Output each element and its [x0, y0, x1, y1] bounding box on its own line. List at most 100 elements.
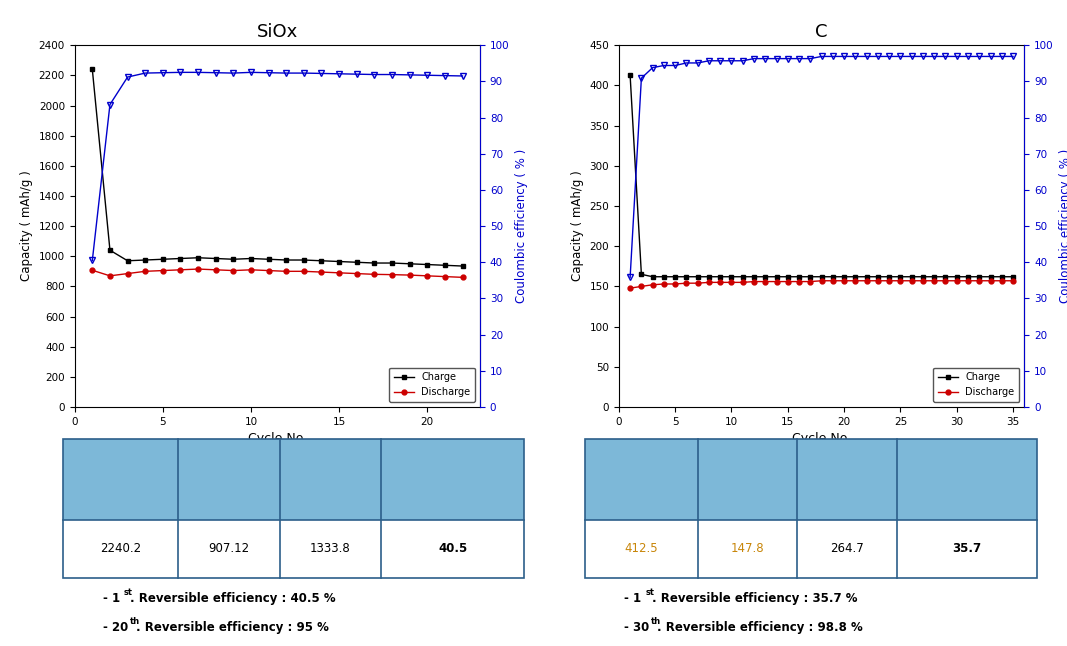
- Discharge: [939, 277, 952, 285]
- Legend: Charge, Discharge: Charge, Discharge: [934, 368, 1019, 402]
- Text: 907.12: 907.12: [208, 542, 250, 555]
- Charge: [996, 273, 1008, 280]
- Charge: [403, 260, 416, 267]
- Y-axis label: Capacity ( mAh/g ): Capacity ( mAh/g ): [20, 171, 33, 282]
- Line: Discharge: Discharge: [627, 278, 1016, 291]
- Charge: [192, 254, 205, 262]
- Charge: [647, 273, 659, 280]
- Charge: [420, 260, 433, 268]
- Discharge: [209, 266, 222, 274]
- Discharge: [917, 277, 929, 285]
- Text: 40.5: 40.5: [437, 542, 467, 555]
- Charge: [973, 273, 986, 280]
- Discharge: [984, 277, 997, 285]
- Charge: [939, 273, 952, 280]
- Text: 412.5: 412.5: [625, 542, 658, 555]
- Text: . Reversible efficiency : 98.8 %: . Reversible efficiency : 98.8 %: [657, 621, 863, 634]
- Charge: [1006, 273, 1019, 280]
- Charge: [624, 72, 637, 79]
- Discharge: [714, 278, 727, 286]
- Text: 264.7: 264.7: [830, 542, 864, 555]
- Charge: [680, 273, 692, 280]
- Charge: [838, 273, 850, 280]
- Text: . Reversible efficiency : 40.5 %: . Reversible efficiency : 40.5 %: [130, 592, 336, 605]
- Discharge: [849, 277, 862, 285]
- Charge: [770, 273, 783, 280]
- Discharge: [759, 278, 771, 286]
- Discharge: [736, 278, 749, 286]
- Text: st: st: [646, 588, 654, 596]
- Charge: [244, 255, 257, 262]
- Charge: [984, 273, 997, 280]
- Charge: [793, 273, 806, 280]
- Text: Efficiency (%): Efficiency (%): [412, 474, 493, 484]
- Charge: [333, 258, 346, 266]
- Charge: [86, 65, 99, 73]
- Text: - 1: - 1: [102, 592, 120, 605]
- Charge: [714, 273, 727, 280]
- Charge: [702, 273, 715, 280]
- Text: - 1: - 1: [624, 592, 641, 605]
- Charge: [860, 273, 873, 280]
- Discharge: [1006, 277, 1019, 285]
- Discharge: [280, 267, 292, 275]
- Charge: [748, 273, 761, 280]
- Charge: [385, 259, 398, 267]
- Discharge: [647, 281, 659, 289]
- Charge: [103, 246, 116, 254]
- Charge: [280, 256, 292, 264]
- Charge: [657, 273, 670, 280]
- Charge: [726, 273, 738, 280]
- Text: st: st: [124, 588, 132, 596]
- Text: 35.7: 35.7: [952, 542, 982, 555]
- Y-axis label: Capacity ( mAh/g ): Capacity ( mAh/g ): [571, 171, 584, 282]
- Discharge: [298, 267, 310, 275]
- Discharge: [669, 280, 682, 288]
- Text: . Reversible efficiency : 35.7 %: . Reversible efficiency : 35.7 %: [652, 592, 857, 605]
- Text: th: th: [651, 616, 662, 625]
- Charge: [157, 255, 170, 263]
- Discharge: [385, 271, 398, 278]
- Discharge: [973, 277, 986, 285]
- Discharge: [815, 277, 828, 285]
- Text: Irr.
Capa.
(mAh/g): Irr. Capa. (mAh/g): [307, 463, 354, 496]
- Charge: [815, 273, 828, 280]
- Text: . Reversible efficiency : 95 %: . Reversible efficiency : 95 %: [136, 621, 329, 634]
- Discharge: [420, 272, 433, 280]
- Text: Disch.
Capa.
(mAh/g): Disch. Capa. (mAh/g): [205, 463, 252, 496]
- Discharge: [635, 282, 648, 290]
- Text: th: th: [129, 616, 140, 625]
- Discharge: [122, 269, 134, 277]
- Discharge: [157, 267, 170, 275]
- Discharge: [882, 277, 895, 285]
- Charge: [691, 273, 704, 280]
- Charge: [917, 273, 929, 280]
- Discharge: [174, 266, 187, 274]
- Discharge: [315, 268, 328, 276]
- Charge: [872, 273, 885, 280]
- Text: - 20: - 20: [102, 621, 128, 634]
- Text: Irr.
Capa.
(mAh/g): Irr. Capa. (mAh/g): [824, 463, 871, 496]
- Discharge: [961, 277, 974, 285]
- Discharge: [333, 269, 346, 276]
- Charge: [882, 273, 895, 280]
- Charge: [174, 255, 187, 262]
- Text: - 30: - 30: [624, 621, 650, 634]
- Discharge: [905, 277, 918, 285]
- Charge: [951, 273, 964, 280]
- Discharge: [726, 278, 738, 286]
- Discharge: [456, 273, 468, 281]
- Line: Charge: Charge: [627, 73, 1016, 279]
- Discharge: [793, 278, 806, 286]
- Discharge: [262, 267, 275, 275]
- Text: 147.8: 147.8: [731, 542, 765, 555]
- Discharge: [192, 265, 205, 273]
- Discharge: [439, 273, 451, 280]
- Charge: [961, 273, 974, 280]
- Discharge: [781, 278, 794, 286]
- Charge: [439, 262, 451, 269]
- Discharge: [244, 266, 257, 274]
- Discharge: [838, 277, 850, 285]
- Discharge: [951, 277, 964, 285]
- Discharge: [860, 277, 873, 285]
